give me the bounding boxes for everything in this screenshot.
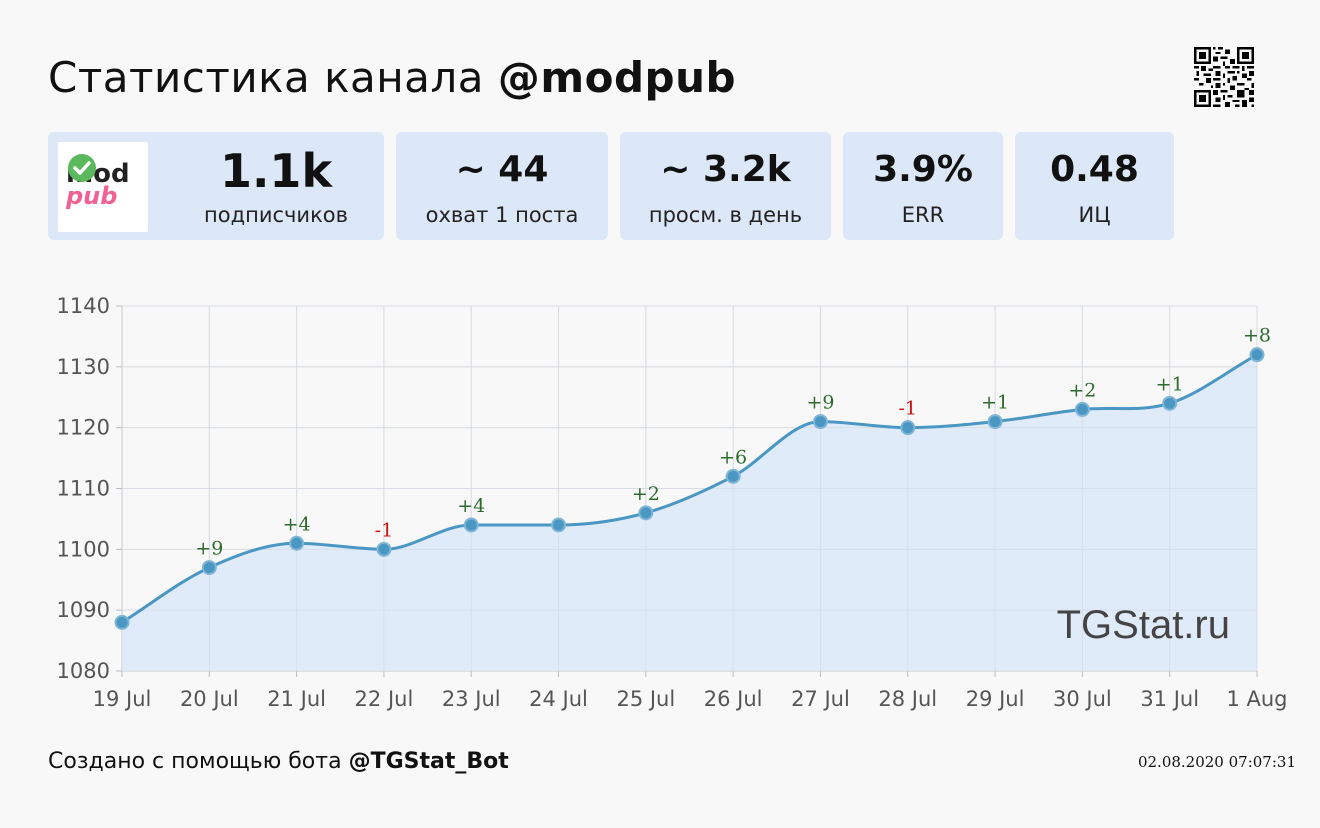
channel-logo: mod pub (58, 142, 148, 232)
x-tick-label: 24 Jul (529, 687, 588, 711)
data-point (1249, 347, 1265, 363)
generated-timestamp: 02.08.2020 07:07:31 (1137, 753, 1296, 771)
stat-card-reach: ~ 44 охват 1 поста (396, 132, 608, 240)
data-label: +1 (981, 392, 1009, 414)
page-title: Статистика канала @modpub (48, 52, 736, 104)
y-tick-label: 1090 (57, 598, 110, 622)
stat-value: ~ 3.2k (660, 149, 791, 190)
data-label: +4 (457, 495, 485, 517)
x-tick-label: 22 Jul (355, 687, 414, 711)
data-label: +8 (1243, 325, 1271, 347)
data-label: +6 (719, 446, 747, 468)
x-tick-label: 27 Jul (791, 687, 850, 711)
data-point (987, 414, 1003, 430)
stat-card-err: 3.9% ERR (843, 132, 1003, 240)
data-point (201, 560, 217, 576)
data-point (725, 468, 741, 484)
x-tick-label: 30 Jul (1053, 687, 1112, 711)
x-tick-label: 1 Aug (1226, 687, 1287, 711)
data-point (463, 517, 479, 533)
stat-label: ERR (901, 203, 945, 227)
stat-value: 1.1k (219, 144, 333, 198)
qr-code-icon (1194, 47, 1254, 107)
watermark: TGStat.ru (1057, 603, 1230, 647)
x-tick-label: 26 Jul (704, 687, 763, 711)
data-label: +9 (195, 538, 223, 560)
y-tick-label: 1130 (57, 355, 110, 379)
data-label: +2 (632, 483, 660, 505)
stat-value: 0.48 (1050, 149, 1139, 190)
data-label: +2 (1068, 379, 1096, 401)
y-tick-label: 1080 (57, 659, 110, 683)
data-point (812, 414, 828, 430)
stat-card-subscribers: mod pub 1.1k подписчиков (48, 132, 384, 240)
y-tick-label: 1100 (57, 537, 110, 561)
verified-badge-icon (68, 154, 96, 182)
data-label: +1 (1156, 373, 1184, 395)
stat-label: ИЦ (1078, 203, 1111, 227)
x-tick-label: 21 Jul (267, 687, 326, 711)
data-point (900, 420, 916, 436)
data-point (638, 505, 654, 521)
channel-handle: @modpub (497, 53, 737, 102)
x-tick-label: 31 Jul (1140, 687, 1199, 711)
y-tick-label: 1140 (57, 294, 110, 318)
x-tick-label: 23 Jul (442, 687, 501, 711)
series-area (122, 354, 1257, 671)
data-label: +9 (806, 392, 834, 414)
footer-text: Создано с помощью бота (48, 749, 342, 774)
stat-label: подписчиков (204, 203, 348, 227)
y-tick-label: 1120 (57, 416, 110, 440)
data-point (1162, 395, 1178, 411)
stat-value: 3.9% (873, 149, 973, 190)
data-label: -1 (375, 519, 394, 541)
y-tick-label: 1110 (57, 477, 110, 501)
x-tick-label: 25 Jul (616, 687, 675, 711)
data-point (551, 517, 567, 533)
data-point (114, 614, 130, 630)
logo-text-bottom: pub (65, 182, 117, 210)
stat-label: охват 1 поста (425, 203, 579, 227)
stat-value: ~ 44 (455, 149, 549, 190)
data-point (1074, 401, 1090, 417)
x-tick-label: 19 Jul (93, 687, 152, 711)
title-prefix: Статистика канала (48, 53, 484, 102)
stat-card-daily-views: ~ 3.2k просм. в день (620, 132, 831, 240)
x-tick-label: 29 Jul (966, 687, 1025, 711)
x-tick-label: 28 Jul (878, 687, 937, 711)
data-label: -1 (899, 398, 918, 420)
data-point (376, 541, 392, 557)
data-label: +4 (283, 513, 311, 535)
stat-label: просм. в день (648, 203, 803, 227)
bot-handle: @TGStat_Bot (348, 749, 509, 774)
stat-card-citation-index: 0.48 ИЦ (1015, 132, 1174, 240)
data-point (289, 535, 305, 551)
footer-credit: Создано с помощью бота @TGStat_Bot (48, 748, 509, 776)
x-tick-label: 20 Jul (180, 687, 239, 711)
